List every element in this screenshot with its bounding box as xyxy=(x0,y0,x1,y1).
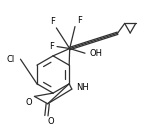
Text: O: O xyxy=(25,98,32,107)
Text: F: F xyxy=(51,17,56,26)
Text: Cl: Cl xyxy=(7,55,15,64)
Text: OH: OH xyxy=(90,49,103,58)
Text: F: F xyxy=(77,16,82,25)
Text: F: F xyxy=(49,42,54,51)
Text: O: O xyxy=(48,117,54,126)
Text: NH: NH xyxy=(76,83,89,92)
